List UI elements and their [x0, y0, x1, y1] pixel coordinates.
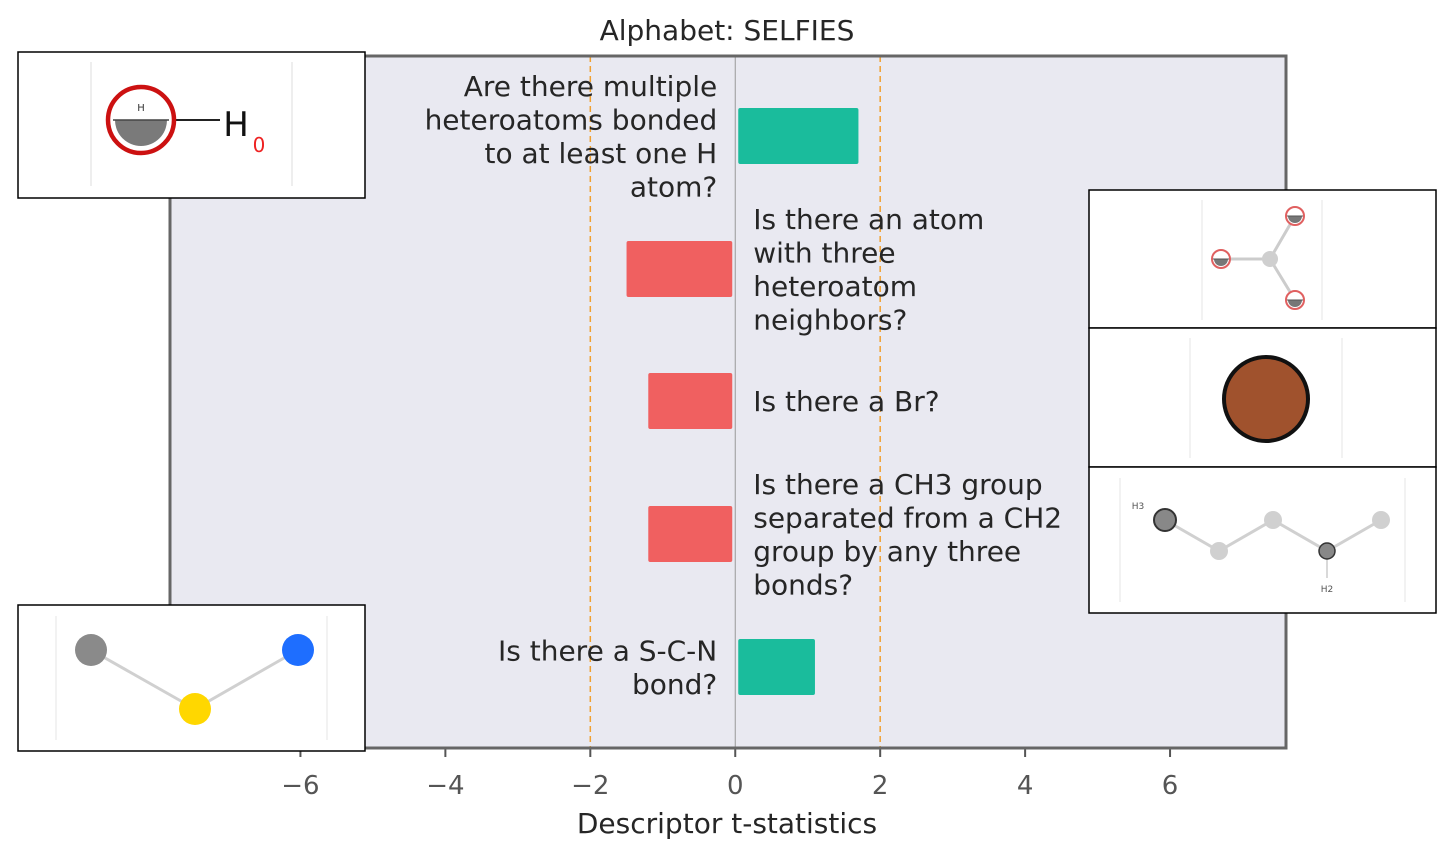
inset-h2-label: H2 — [1321, 585, 1334, 595]
x-tick-label: −2 — [571, 771, 609, 801]
bar — [738, 639, 815, 695]
chart-marks: Are there multiple heteroatoms bonded to a… — [281, 56, 1178, 801]
category-label: Is there a Br? — [753, 385, 939, 418]
bromine-atom-icon — [1088, 327, 1437, 468]
x-tick-label: −6 — [281, 771, 319, 801]
category-label: Are there multiple heteroatoms bonded to a… — [425, 70, 718, 204]
bar — [648, 373, 733, 429]
x-tick-label: 2 — [872, 771, 889, 801]
bar — [738, 108, 859, 164]
bar — [648, 506, 733, 562]
ch3-ch2-chain-icon: H3 H2 — [1088, 466, 1437, 614]
three-neighbor-atom-icon — [1088, 189, 1437, 329]
inset-small-h-label: H — [137, 103, 145, 114]
chart-title: Alphabet: SELFIES — [600, 14, 855, 47]
category-label: Is there a CH3 group separated from a CH2… — [753, 468, 1062, 602]
inset-h-subscript: 0 — [253, 133, 266, 157]
inset-h-label: H — [223, 105, 249, 145]
x-tick-label: 6 — [1162, 771, 1179, 801]
x-tick-label: 4 — [1017, 771, 1034, 801]
x-axis-label: Descriptor t-statistics — [577, 807, 877, 840]
category-label: Is there a S-C-N bond? — [498, 634, 717, 701]
inset-h3-label: H3 — [1132, 502, 1145, 512]
s-c-n-bond-icon — [17, 604, 366, 752]
x-tick-label: −4 — [426, 771, 464, 801]
category-label: Is there an atom with three heteroatom neig… — [753, 203, 984, 337]
hydrogen-bonded-heteroatom-icon: H H 0 — [17, 51, 366, 199]
bar — [626, 241, 733, 297]
x-tick-label: 0 — [727, 771, 744, 801]
